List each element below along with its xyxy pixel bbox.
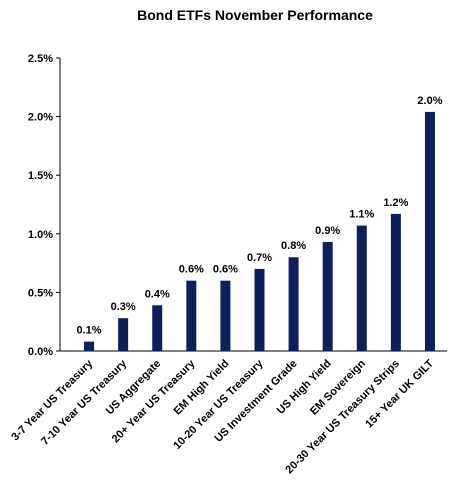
data-label: 1.1%	[349, 209, 374, 221]
data-label: 0.3%	[111, 301, 136, 313]
bar	[356, 225, 367, 351]
y-tick-label: 1.5%	[28, 170, 53, 182]
bar	[220, 280, 231, 351]
y-tick-label: 2.0%	[28, 112, 53, 124]
data-labels: 0.1% 0.3% 0.4% 0.6% 0.6% 0.7% 0.8% 0.9% 1.1% 1.2%…	[77, 95, 443, 337]
bar	[254, 268, 265, 351]
data-label: 2.0%	[417, 95, 442, 107]
data-label: 0.6%	[213, 264, 238, 276]
data-label: 0.1%	[77, 325, 102, 337]
x-tick-label: 15+ Year UK GILT	[363, 357, 436, 430]
y-tick-label: 0.0%	[28, 346, 53, 358]
bar	[424, 111, 435, 351]
y-tick-label: 1.0%	[28, 229, 53, 241]
data-label: 0.8%	[281, 240, 306, 252]
data-label: 0.7%	[247, 252, 272, 264]
bar	[322, 242, 333, 351]
chart-title: Bond ETFs November Performance	[137, 7, 373, 23]
bar	[186, 280, 197, 351]
data-label: 0.9%	[315, 225, 340, 237]
bar	[118, 318, 129, 351]
bars	[84, 111, 435, 351]
y-tick-label: 0.5%	[28, 287, 53, 299]
y-tick-label: 2.5%	[28, 53, 53, 65]
data-label: 0.4%	[145, 288, 170, 300]
bar	[390, 213, 401, 351]
bar	[152, 305, 163, 351]
bar	[288, 257, 299, 351]
data-label: 1.2%	[383, 197, 408, 209]
data-label: 0.6%	[179, 264, 204, 276]
bar	[84, 341, 95, 351]
